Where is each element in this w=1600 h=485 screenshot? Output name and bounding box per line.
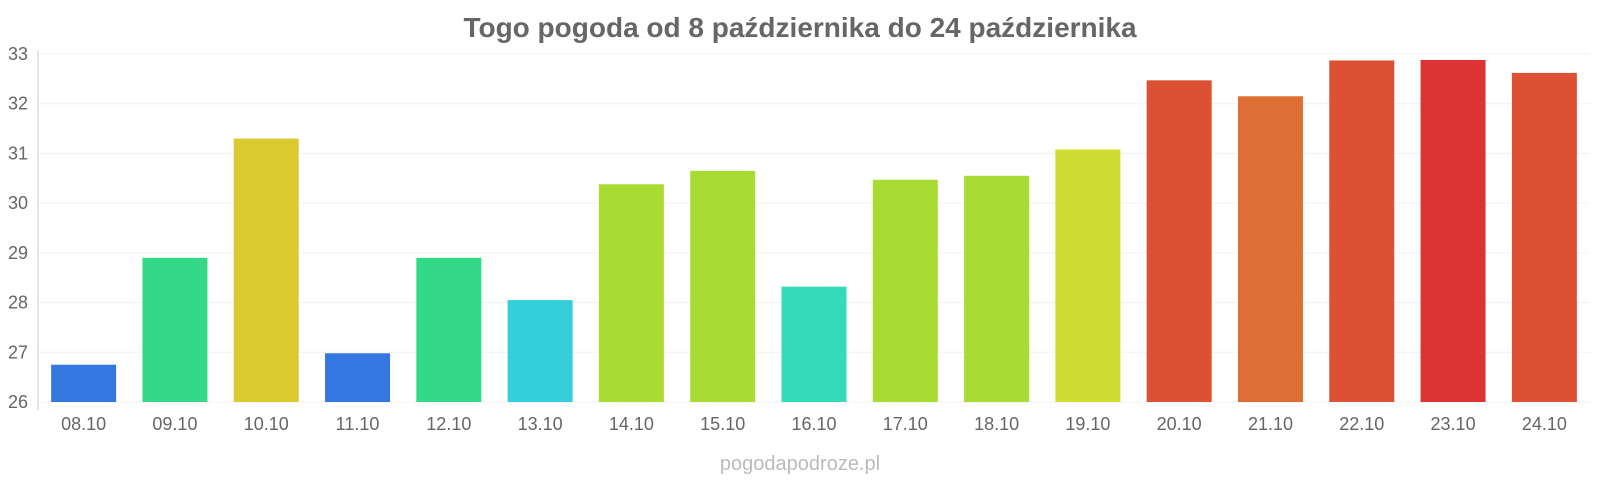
bar	[1420, 59, 1486, 403]
x-tick-label: 19.10	[1065, 414, 1110, 434]
x-tick-label: 22.10	[1339, 414, 1384, 434]
x-tick-label: 24.10	[1522, 414, 1567, 434]
x-axis: 08.10 09.10 10.10 11.10 12.10 13.10 14.10 15.10…	[61, 414, 1567, 434]
x-tick-label: 12.10	[426, 414, 471, 434]
bar	[598, 184, 664, 402]
bar	[325, 353, 391, 402]
bar	[1511, 72, 1577, 403]
x-tick-label: 14.10	[609, 414, 654, 434]
x-tick-label: 17.10	[883, 414, 928, 434]
y-tick-label: 27	[8, 342, 28, 362]
bar	[1055, 149, 1121, 402]
bars-layer	[51, 59, 1577, 403]
bar	[872, 179, 938, 402]
bar	[1329, 60, 1395, 402]
y-tick-label: 31	[8, 143, 28, 163]
x-tick-label: 16.10	[791, 414, 836, 434]
chart-title: Togo pogoda od 8 października do 24 paźd…	[463, 12, 1137, 43]
bar	[233, 138, 299, 402]
y-tick-label: 29	[8, 243, 28, 263]
x-tick-label: 08.10	[61, 414, 106, 434]
x-tick-label: 09.10	[152, 414, 197, 434]
y-tick-label: 32	[8, 94, 28, 114]
y-tick-label: 28	[8, 293, 28, 313]
x-tick-label: 15.10	[700, 414, 745, 434]
bar	[964, 175, 1030, 402]
x-tick-label: 11.10	[336, 414, 380, 434]
x-tick-label: 13.10	[518, 414, 563, 434]
bar	[416, 257, 482, 402]
watermark: pogodapodroze.pl	[720, 453, 880, 475]
y-tick-label: 30	[8, 193, 28, 213]
bar	[507, 300, 573, 402]
x-tick-label: 21.10	[1248, 414, 1293, 434]
x-tick-label: 18.10	[974, 414, 1019, 434]
x-tick-label: 10.10	[244, 414, 289, 434]
bar	[1237, 96, 1303, 402]
bar	[1146, 80, 1212, 402]
x-tick-label: 20.10	[1157, 414, 1202, 434]
y-axis: 26 27 28 29 30 31 32 33	[8, 44, 39, 412]
bar	[781, 286, 847, 402]
y-tick-label: 33	[8, 44, 28, 64]
bar	[51, 364, 117, 402]
y-tick-label: 26	[8, 392, 28, 412]
bar	[690, 170, 756, 402]
x-tick-label: 23.10	[1431, 414, 1476, 434]
bar	[142, 257, 208, 402]
